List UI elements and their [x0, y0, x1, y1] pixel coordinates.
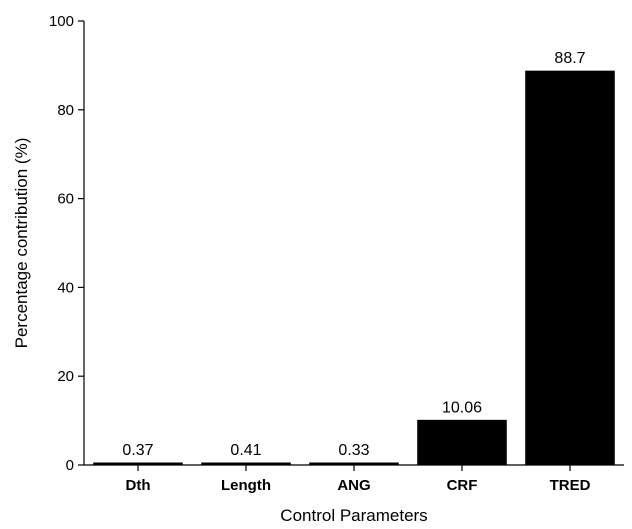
data-label-tred: 88.7 — [554, 50, 585, 67]
x-tick-label-length: Length — [221, 477, 271, 494]
x-tick-label-ang: ANG — [337, 477, 370, 494]
data-label-ang: 0.33 — [338, 442, 369, 459]
data-labels-group: 0.37 0.41 0.33 10.06 88.7 — [122, 50, 585, 459]
y-tick-label-80: 80 — [57, 102, 74, 119]
bars-group — [93, 70, 615, 466]
x-tick-label-dth: Dth — [126, 477, 151, 494]
y-tick-label-0: 0 — [66, 457, 74, 474]
bar-tred — [525, 70, 615, 466]
x-ticks-group: Dth Length ANG CRF TRED — [126, 465, 591, 494]
y-ticks-group: 0 20 40 60 80 100 — [49, 13, 84, 474]
y-tick-label-100: 100 — [49, 13, 74, 30]
y-axis-title: Percentage contribution (%) — [12, 138, 31, 349]
bar-crf — [417, 419, 507, 466]
x-tick-label-tred: TRED — [550, 477, 591, 494]
data-label-dth: 0.37 — [122, 442, 153, 459]
data-label-crf: 10.06 — [442, 399, 482, 416]
x-tick-label-crf: CRF — [447, 477, 478, 494]
data-label-length: 0.41 — [230, 442, 261, 459]
y-tick-label-40: 40 — [57, 279, 74, 296]
y-tick-label-20: 20 — [57, 368, 74, 385]
x-axis-title: Control Parameters — [280, 506, 427, 525]
y-tick-label-60: 60 — [57, 191, 74, 208]
